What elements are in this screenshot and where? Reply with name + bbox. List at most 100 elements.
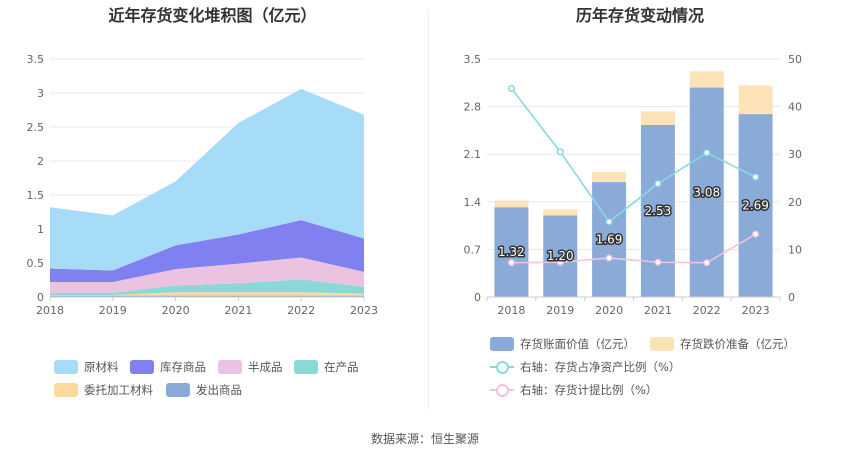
line-point — [507, 259, 515, 267]
line-point — [703, 259, 711, 267]
line-point — [556, 148, 564, 156]
y-tick-label: 2.5 — [27, 121, 45, 134]
legend-swatch — [130, 360, 154, 374]
bar — [738, 114, 773, 297]
legend-line-swatch — [490, 360, 514, 374]
line-point — [752, 230, 760, 238]
legend-item-raw-material[interactable]: 原材料 — [54, 358, 119, 376]
y-tick-label: 0.5 — [27, 257, 45, 270]
data-source: 数据来源：恒生聚源 — [370, 432, 479, 446]
y-tick-label: 1 — [37, 223, 44, 236]
area-series — [50, 88, 364, 271]
right-y-tick-label: 40 — [788, 101, 802, 114]
left-y-tick-label: 1.4 — [464, 196, 482, 209]
stacked-area-chart: 0 0.5 1 1.5 2 2.5 3 3.5 2018 2019 2020 2021 2022 2023 — [27, 53, 379, 317]
legend-label: 存货账面价值（亿元） — [520, 337, 635, 351]
bar — [494, 200, 529, 208]
legend-swatch — [650, 337, 674, 351]
legend-label: 半成品 — [248, 360, 283, 374]
y-tick-label: 0 — [37, 291, 44, 304]
line-point — [605, 218, 613, 226]
left-y-tick-label: 0.7 — [464, 243, 482, 256]
right-y-tick-label: 10 — [788, 243, 802, 256]
legend-item-goods-shipped[interactable]: 发出商品 — [166, 381, 242, 399]
bar — [592, 171, 627, 183]
legend-item-semi-finished[interactable]: 半成品 — [218, 358, 283, 376]
legend-swatch — [218, 360, 242, 374]
legend-swatch — [294, 360, 318, 374]
x-tick-label: 2018 — [36, 304, 64, 317]
area-series — [50, 292, 364, 296]
legend-item-finished-goods[interactable]: 库存商品 — [130, 358, 206, 376]
legend-item-inventory-to-net-assets[interactable]: 右轴：存货占净资产比例（%） — [490, 358, 680, 376]
legend-line-swatch — [490, 383, 514, 397]
left-y-tick-label: 2.8 — [464, 101, 482, 114]
bar — [689, 71, 724, 88]
legend-swatch — [54, 360, 78, 374]
legend-item-inventory-value[interactable]: 存货账面价值（亿元） — [490, 335, 635, 353]
legend-swatch — [166, 383, 190, 397]
bar-data-label: 3.08 — [693, 185, 720, 199]
line-point — [605, 254, 613, 262]
legend-label: 委托加工材料 — [84, 383, 153, 397]
x-tick-label: 2019 — [546, 304, 574, 317]
bar — [543, 209, 578, 216]
x-tick-label: 2021 — [644, 304, 672, 317]
x-tick-label: 2020 — [595, 304, 623, 317]
left-y-tick-label: 0 — [474, 291, 481, 304]
y-tick-label: 1.5 — [27, 189, 45, 202]
x-tick-label: 2020 — [162, 304, 190, 317]
line-point — [752, 173, 760, 181]
right-y-tick-label: 0 — [788, 291, 795, 304]
line-series — [510, 88, 756, 223]
legend-label: 原材料 — [84, 360, 119, 374]
area-series — [50, 279, 364, 295]
bar-data-label: 1.32 — [498, 245, 525, 259]
bar — [592, 182, 627, 297]
left-y-tick-label: 3.5 — [464, 53, 482, 66]
x-tick-label: 2018 — [497, 304, 525, 317]
x-tick-label: 2023 — [350, 304, 378, 317]
bar-data-label: 2.53 — [645, 204, 672, 218]
legend-label: 存货跌价准备（亿元） — [680, 337, 795, 351]
x-tick-label: 2023 — [742, 304, 770, 317]
legend-label: 右轴：存货计提比例（%） — [520, 383, 658, 397]
right-y-tick-label: 30 — [788, 148, 802, 161]
legend-item-work-in-progress[interactable]: 在产品 — [294, 358, 359, 376]
x-tick-label: 2021 — [224, 304, 252, 317]
bar-line-chart: 0 0.7 1.4 2.1 2.8 3.5 0 10 20 30 40 50 2018 2019 2020 2… — [464, 53, 803, 317]
legend-label: 库存商品 — [160, 360, 206, 374]
bar — [494, 207, 529, 297]
bar-data-label: 1.20 — [547, 249, 574, 263]
line-point — [654, 258, 662, 266]
right-y-tick-label: 50 — [788, 53, 802, 66]
bar-data-label: 1.69 — [596, 233, 623, 247]
chart-divider — [428, 10, 429, 410]
bar — [640, 124, 675, 298]
area-series — [50, 220, 364, 283]
line-series — [511, 233, 756, 264]
bar-data-label: 2.69 — [742, 199, 769, 213]
legend-item-consigned-materials[interactable]: 委托加工材料 — [54, 381, 153, 399]
line-point — [703, 149, 711, 157]
bar — [640, 111, 675, 125]
x-tick-label: 2022 — [287, 304, 315, 317]
line-point — [507, 84, 515, 93]
right-y-tick-label: 20 — [788, 196, 802, 209]
line-point — [654, 180, 662, 188]
legend-item-impairment-reserve[interactable]: 存货跌价准备（亿元） — [650, 335, 795, 353]
legend-swatch — [54, 383, 78, 397]
legend-item-provision-ratio[interactable]: 右轴：存货计提比例（%） — [490, 381, 657, 399]
legend-swatch — [490, 337, 514, 351]
y-tick-label: 2 — [37, 155, 44, 168]
y-tick-label: 3.5 — [27, 53, 45, 66]
left-y-tick-label: 2.1 — [464, 148, 482, 161]
bar — [738, 85, 773, 115]
left-chart-title: 近年存货变化堆积图（亿元） — [108, 6, 317, 25]
right-chart-title: 历年存货变动情况 — [575, 6, 704, 25]
line-point — [556, 258, 564, 266]
x-tick-label: 2019 — [99, 304, 127, 317]
legend-label: 在产品 — [324, 360, 359, 374]
bar — [543, 215, 578, 297]
y-tick-label: 3 — [37, 87, 44, 100]
